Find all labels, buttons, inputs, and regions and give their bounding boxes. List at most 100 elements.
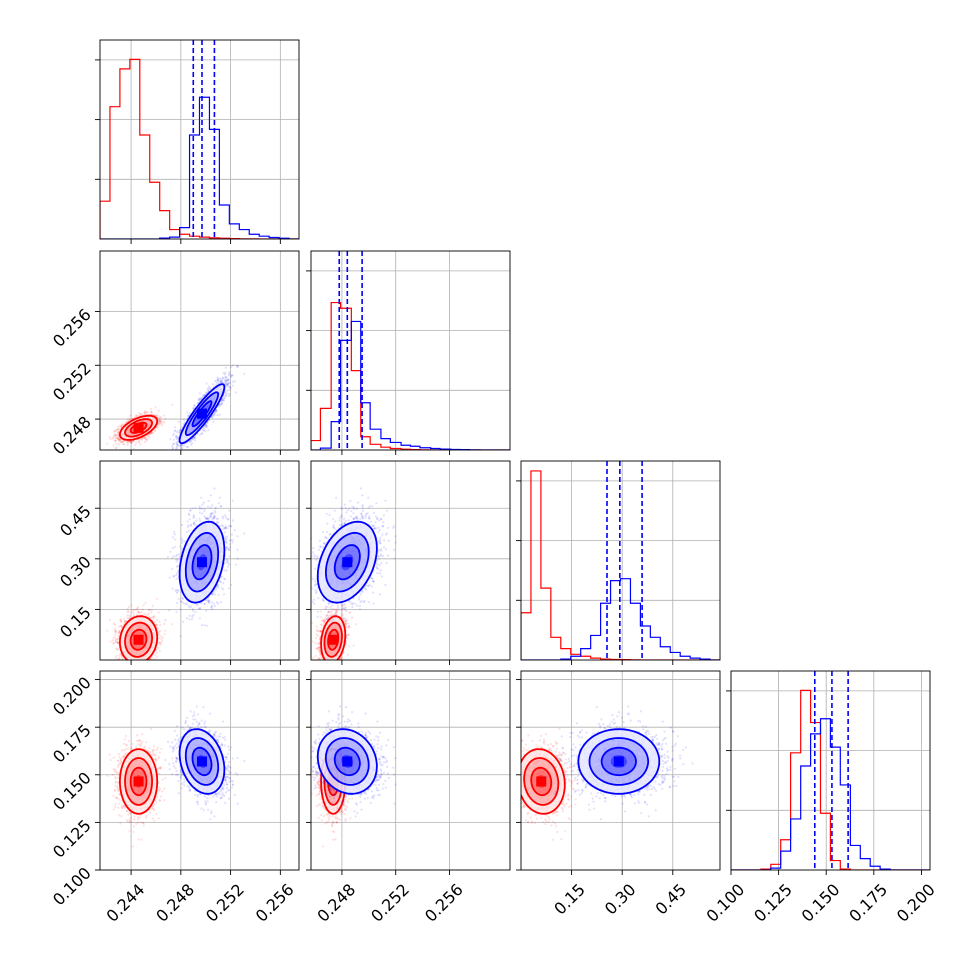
scatter-point [112, 444, 115, 447]
scatter-point [115, 429, 118, 432]
scatter-point [148, 660, 150, 662]
scatter-point [198, 392, 201, 395]
scatter-point [197, 398, 200, 401]
scatter-point [215, 410, 218, 413]
scatter-point [209, 387, 212, 390]
scatter-point [120, 426, 123, 429]
scatter-point [207, 429, 210, 432]
scatter-point [224, 383, 227, 386]
scatter-content [106, 487, 246, 671]
scatter-point [229, 387, 232, 390]
scatter-point [144, 413, 147, 416]
scatter-point [117, 425, 120, 429]
scatter-point [223, 381, 226, 384]
scatter-point [199, 398, 202, 401]
scatter-point [128, 417, 131, 420]
scatter-point [123, 667, 125, 669]
scatter-point [175, 447, 178, 450]
scatter-point [153, 429, 156, 432]
scatter-point [130, 440, 133, 443]
scatter-point [118, 661, 120, 663]
scatter-point [158, 419, 161, 422]
scatter-point [182, 422, 186, 425]
scatter-point [194, 435, 197, 438]
panel-border [99, 250, 300, 451]
scatter-point [229, 375, 232, 379]
scatter-point [171, 446, 174, 449]
scatter-point [221, 377, 224, 380]
scatter-point [223, 396, 226, 399]
scatter-point [155, 651, 158, 655]
scatter-point [152, 431, 155, 434]
scatter-point [218, 405, 221, 408]
scatter-point [163, 421, 166, 424]
scatter-point [229, 366, 232, 369]
scatter-point [116, 648, 119, 651]
scatter-point [220, 380, 223, 383]
scatter-point [146, 411, 149, 414]
scatter-point [220, 402, 223, 405]
scatter-point [127, 606, 130, 609]
scatter-point [143, 436, 146, 439]
panel-background [100, 40, 299, 239]
scatter-point [175, 443, 178, 446]
scatter-point [158, 649, 161, 653]
scatter-point [212, 420, 215, 423]
scatter-point [224, 366, 227, 369]
scatter-point [220, 378, 223, 381]
scatter-point [144, 411, 147, 414]
scatter-point [185, 445, 188, 448]
scatter-point [183, 444, 186, 447]
scatter-point [202, 427, 205, 430]
scatter-point [160, 422, 163, 425]
scatter-point [158, 630, 162, 633]
scatter-point [125, 421, 128, 424]
scatter-point [131, 665, 133, 667]
scatter-point [198, 397, 201, 400]
scatter-point [190, 443, 193, 446]
scatter-point [220, 399, 223, 402]
scatter-point [135, 665, 137, 667]
scatter-point [206, 387, 209, 390]
scatter-point [231, 364, 234, 367]
scatter-point [212, 413, 215, 416]
scatter-point [206, 425, 209, 428]
scatter-point [199, 433, 202, 436]
scatter-point [139, 660, 141, 662]
scatter-point [150, 410, 153, 413]
scatter-point [171, 447, 174, 450]
scatter-point [132, 612, 135, 615]
scatter-point [134, 443, 137, 447]
scatter-point [217, 381, 220, 384]
scatter-point [114, 434, 117, 437]
scatter-point [146, 438, 149, 441]
scatter-point [150, 411, 153, 414]
scatter-point [175, 436, 178, 439]
scatter-point [149, 432, 152, 435]
scatter-point [178, 445, 181, 448]
scatter-point [142, 604, 145, 607]
scatter-point [164, 629, 167, 632]
scatter-point [218, 377, 222, 380]
scatter-point [181, 447, 184, 450]
scatter-point [200, 432, 203, 435]
scatter-point [118, 437, 121, 440]
scatter-point [188, 440, 191, 443]
scatter-point [128, 669, 130, 671]
scatter-point [128, 666, 130, 668]
scatter-point [148, 665, 150, 667]
scatter-point [215, 381, 218, 384]
scatter-point [194, 439, 197, 442]
scatter-point [159, 624, 162, 627]
scatter-point [205, 391, 208, 394]
histogram-blue [731, 718, 930, 870]
scatter-point [225, 380, 228, 383]
scatter-point [119, 439, 122, 442]
scatter-point [226, 383, 229, 386]
scatter-point [199, 396, 202, 399]
scatter-point [217, 378, 220, 381]
scatter-point [179, 429, 182, 432]
scatter-point [115, 654, 118, 658]
scatter-point [113, 433, 117, 436]
scatter-point [227, 373, 231, 377]
